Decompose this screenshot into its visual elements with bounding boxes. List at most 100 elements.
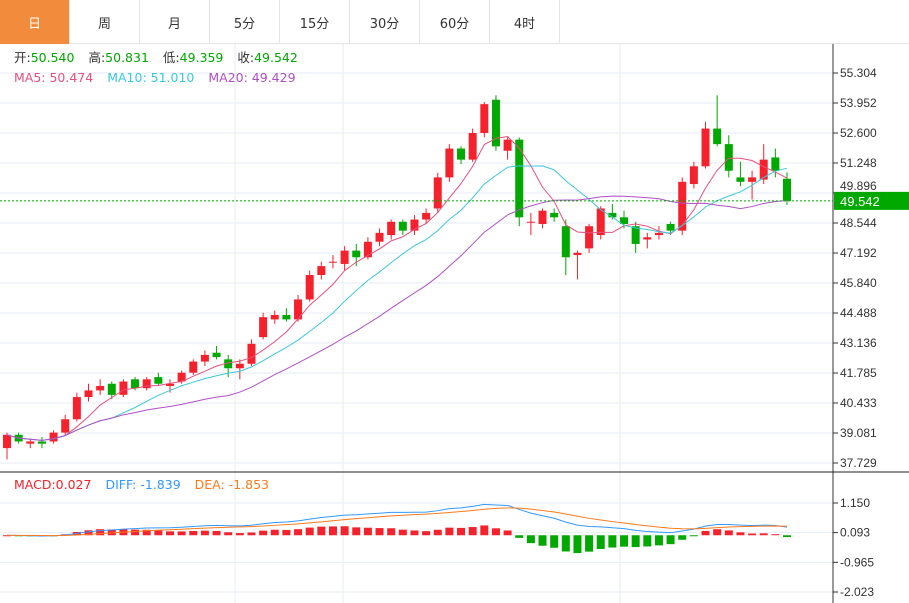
candle-body bbox=[561, 226, 570, 258]
candle-body bbox=[165, 383, 174, 386]
candle-body bbox=[643, 237, 652, 240]
macd-bar bbox=[165, 531, 174, 536]
macd-tick-label: -2.023 bbox=[840, 585, 874, 599]
tab-0[interactable]: 日 bbox=[0, 0, 70, 44]
macd-bar bbox=[119, 529, 128, 536]
macd-bar bbox=[783, 535, 791, 538]
dea-label: DEA: -1.853 bbox=[194, 477, 269, 492]
macd-bar bbox=[177, 531, 186, 536]
low-value: 49.359 bbox=[179, 50, 224, 65]
price-tick-label: 48.544 bbox=[840, 216, 877, 230]
candle-body bbox=[759, 159, 768, 180]
macd-bar bbox=[713, 529, 722, 536]
close-value: 49.542 bbox=[254, 50, 298, 65]
ma20-line bbox=[6, 195, 788, 441]
macd-bar bbox=[422, 531, 431, 536]
candle-body bbox=[3, 434, 11, 449]
tab-1[interactable]: 周 bbox=[70, 0, 140, 44]
macd-bar bbox=[736, 532, 745, 536]
macd-bar bbox=[72, 531, 81, 536]
macd-bar bbox=[235, 533, 244, 536]
macd-bar bbox=[37, 535, 46, 537]
macd-bar bbox=[3, 535, 11, 537]
candle-body bbox=[608, 212, 617, 218]
macd-bar bbox=[689, 535, 698, 537]
price-tick-label: 49.896 bbox=[840, 179, 877, 193]
candle-body bbox=[387, 221, 396, 236]
candle-body bbox=[654, 232, 663, 236]
price-tick-label: 51.248 bbox=[840, 156, 877, 170]
macd-bar bbox=[340, 526, 349, 536]
macd-bar bbox=[142, 529, 151, 536]
macd-bar bbox=[538, 535, 547, 546]
tab-4[interactable]: 15分 bbox=[280, 0, 350, 44]
macd-bar bbox=[457, 527, 466, 536]
macd-bar bbox=[107, 529, 116, 536]
candle-body bbox=[480, 104, 489, 134]
dea-line bbox=[6, 507, 788, 537]
tab-5[interactable]: 30分 bbox=[350, 0, 420, 44]
macd-bar bbox=[550, 535, 559, 548]
candle-body bbox=[410, 219, 419, 231]
macd-bar bbox=[445, 527, 454, 536]
candle-body bbox=[247, 343, 256, 364]
macd-bar bbox=[526, 535, 535, 544]
macd-bar bbox=[515, 535, 524, 538]
candle-body bbox=[119, 381, 128, 395]
candle-body bbox=[270, 314, 279, 320]
macd-bar bbox=[398, 529, 407, 536]
candle-body bbox=[340, 250, 349, 264]
candle-body bbox=[305, 275, 314, 300]
macd-bar bbox=[14, 535, 23, 537]
candle-body bbox=[177, 372, 186, 382]
tab-7[interactable]: 4时 bbox=[490, 0, 560, 44]
candle-body bbox=[433, 177, 442, 209]
macd-bar bbox=[49, 535, 58, 537]
candle-body bbox=[585, 226, 594, 249]
candle-body bbox=[422, 212, 431, 220]
price-tick-label: 39.081 bbox=[840, 426, 877, 440]
candle-body bbox=[748, 177, 757, 182]
candle-body bbox=[154, 377, 163, 384]
candle-body bbox=[96, 385, 105, 391]
current-price-tag bbox=[834, 191, 909, 210]
macd-bar bbox=[724, 530, 733, 536]
tab-6[interactable]: 60分 bbox=[420, 0, 490, 44]
candle-body bbox=[282, 314, 291, 320]
macd-tick-label: 1.150 bbox=[840, 496, 870, 510]
candle-body bbox=[491, 99, 500, 147]
candle-body bbox=[550, 212, 559, 218]
macd-info: MACD:0.027 DIFF: -1.839 DEA: -1.853 bbox=[14, 477, 279, 493]
price-tick-label: 40.433 bbox=[840, 396, 877, 410]
macd-bar bbox=[270, 529, 279, 536]
macd-bar bbox=[771, 534, 780, 536]
macd-bar bbox=[259, 530, 268, 536]
ma10-label: MA10: 51.010 bbox=[107, 70, 195, 85]
macd-bar bbox=[759, 533, 768, 536]
macd-bar bbox=[212, 530, 221, 536]
price-tick-label: 44.488 bbox=[840, 306, 877, 320]
candle-body bbox=[235, 363, 244, 369]
macd-bar bbox=[96, 529, 105, 536]
macd-bar bbox=[224, 532, 233, 536]
candle-body bbox=[294, 299, 303, 320]
macd-bar bbox=[503, 530, 512, 536]
candle-body bbox=[445, 148, 454, 178]
candle-body bbox=[783, 178, 791, 201]
tab-2[interactable]: 月 bbox=[140, 0, 210, 44]
price-tick-label: 43.136 bbox=[840, 336, 877, 350]
macd-bar bbox=[608, 535, 617, 548]
price-tick-label: 37.729 bbox=[840, 456, 877, 470]
candle-body bbox=[72, 397, 81, 420]
ma-info: MA5: 50.474 MA10: 51.010 MA20: 49.429 bbox=[14, 70, 306, 86]
macd-bar bbox=[328, 526, 337, 536]
tab-3[interactable]: 5分 bbox=[210, 0, 280, 44]
open-value: 50.540 bbox=[30, 50, 75, 65]
macd-bar bbox=[666, 535, 675, 545]
ma5-label: MA5: 50.474 bbox=[14, 70, 94, 85]
candle-body bbox=[468, 133, 477, 160]
candle-body bbox=[37, 441, 46, 444]
macd-bar bbox=[433, 529, 442, 536]
candle-body bbox=[259, 317, 268, 338]
